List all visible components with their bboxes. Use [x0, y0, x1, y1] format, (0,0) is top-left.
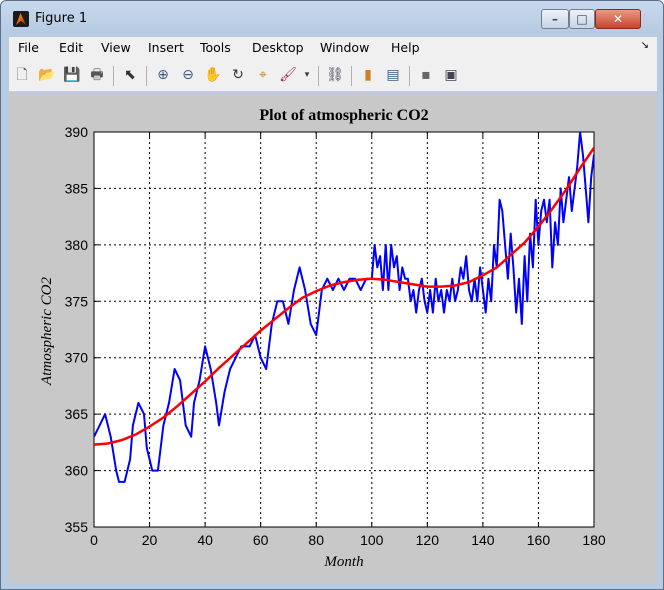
- toolbar-separator: [318, 66, 319, 86]
- colorbar-icon[interactable]: ▮: [364, 67, 372, 83]
- save-icon[interactable]: 💾: [63, 67, 81, 83]
- brush-dropdown-icon[interactable]: ▾: [304, 70, 310, 80]
- x-axis-label: Month: [323, 554, 363, 570]
- minimize-icon: –: [552, 12, 558, 26]
- hide-plot-tools-icon[interactable]: ▪: [421, 67, 431, 83]
- grid: [94, 132, 594, 527]
- x-tick-label: 160: [527, 532, 551, 548]
- print-icon[interactable]: 🖶: [90, 67, 104, 83]
- menu-help[interactable]: Help: [391, 40, 420, 55]
- y-tick-label: 365: [65, 406, 89, 422]
- y-tick-label: 360: [65, 463, 89, 479]
- minimize-button[interactable]: –: [541, 9, 569, 29]
- toolbar-separator: [409, 66, 410, 86]
- maximize-button[interactable]: □: [569, 9, 595, 29]
- zoom-out-icon[interactable]: ⊖: [182, 67, 194, 83]
- menu-edit[interactable]: Edit: [59, 40, 84, 55]
- y-axis-label: Atmospheric CO2: [39, 277, 55, 386]
- co2-measured-line: [94, 132, 594, 483]
- chart-title: Plot of atmospheric CO2: [259, 107, 428, 124]
- y-tick-label: 385: [65, 180, 89, 196]
- window-title: Figure 1: [35, 11, 88, 26]
- show-plot-tools-icon[interactable]: ▣: [444, 67, 458, 83]
- axes-box: [93, 131, 595, 528]
- x-ticks: 0 20 40 60 80 100 120 140 160 180: [90, 132, 606, 548]
- maximize-icon: □: [576, 12, 588, 26]
- toolbar-separator: [113, 66, 114, 86]
- legend-icon[interactable]: ▤: [386, 67, 400, 83]
- x-tick-label: 0: [90, 532, 98, 548]
- menu-window[interactable]: Window: [320, 40, 370, 55]
- y-tick-label: 355: [65, 519, 89, 535]
- y-tick-label: 380: [65, 237, 89, 253]
- series-lines: [94, 132, 594, 483]
- toolbar-separator: [146, 66, 147, 86]
- pointer-icon[interactable]: ⬉: [124, 67, 136, 83]
- open-file-icon[interactable]: 📂: [38, 67, 56, 83]
- close-icon: ✕: [612, 12, 624, 26]
- menu-bar: File Edit View Insert Tools Desktop Wind…: [9, 37, 657, 59]
- link-plot-icon[interactable]: ⛓: [326, 67, 344, 83]
- menu-dock-arrow-icon[interactable]: ↘: [640, 40, 649, 51]
- menu-desktop[interactable]: Desktop: [252, 40, 304, 55]
- toolbar-separator: [351, 66, 352, 86]
- title-bar[interactable]: Figure 1 – □ ✕: [1, 1, 663, 37]
- menu-insert[interactable]: Insert: [148, 40, 184, 55]
- y-tick-label: 375: [65, 293, 89, 309]
- x-tick-label: 180: [582, 532, 606, 548]
- rotate-3d-icon[interactable]: ↻: [232, 67, 244, 83]
- menu-view[interactable]: View: [101, 40, 131, 55]
- x-tick-label: 20: [142, 532, 158, 548]
- pan-icon[interactable]: ✋: [204, 67, 222, 83]
- x-tick-label: 140: [471, 532, 495, 548]
- x-tick-label: 120: [416, 532, 440, 548]
- brush-icon[interactable]: 🖌: [279, 67, 297, 83]
- y-ticks: 355 360 365 370 375 380 385 390: [65, 124, 594, 535]
- x-tick-label: 100: [360, 532, 384, 548]
- close-button[interactable]: ✕: [595, 9, 641, 29]
- menu-tools[interactable]: Tools: [200, 40, 231, 55]
- y-tick-label: 390: [65, 124, 89, 140]
- menu-file[interactable]: File: [18, 40, 39, 55]
- x-tick-label: 40: [197, 532, 213, 548]
- data-cursor-icon[interactable]: ⌖: [259, 67, 267, 83]
- y-tick-label: 370: [65, 350, 89, 366]
- co2-trend-line: [94, 147, 594, 446]
- new-figure-icon[interactable]: 🗋: [16, 67, 28, 83]
- x-tick-label: 80: [308, 532, 324, 548]
- figure-toolbar: 🗋 📂 💾 🖶 ⬉ ⊕ ⊖ ✋ ↻ ⌖ 🖌 ▾ ⛓ ▮ ▤ ▪ ▣: [9, 59, 657, 92]
- zoom-in-icon[interactable]: ⊕: [157, 67, 169, 83]
- matlab-logo-icon: [13, 11, 29, 27]
- x-tick-label: 60: [253, 532, 269, 548]
